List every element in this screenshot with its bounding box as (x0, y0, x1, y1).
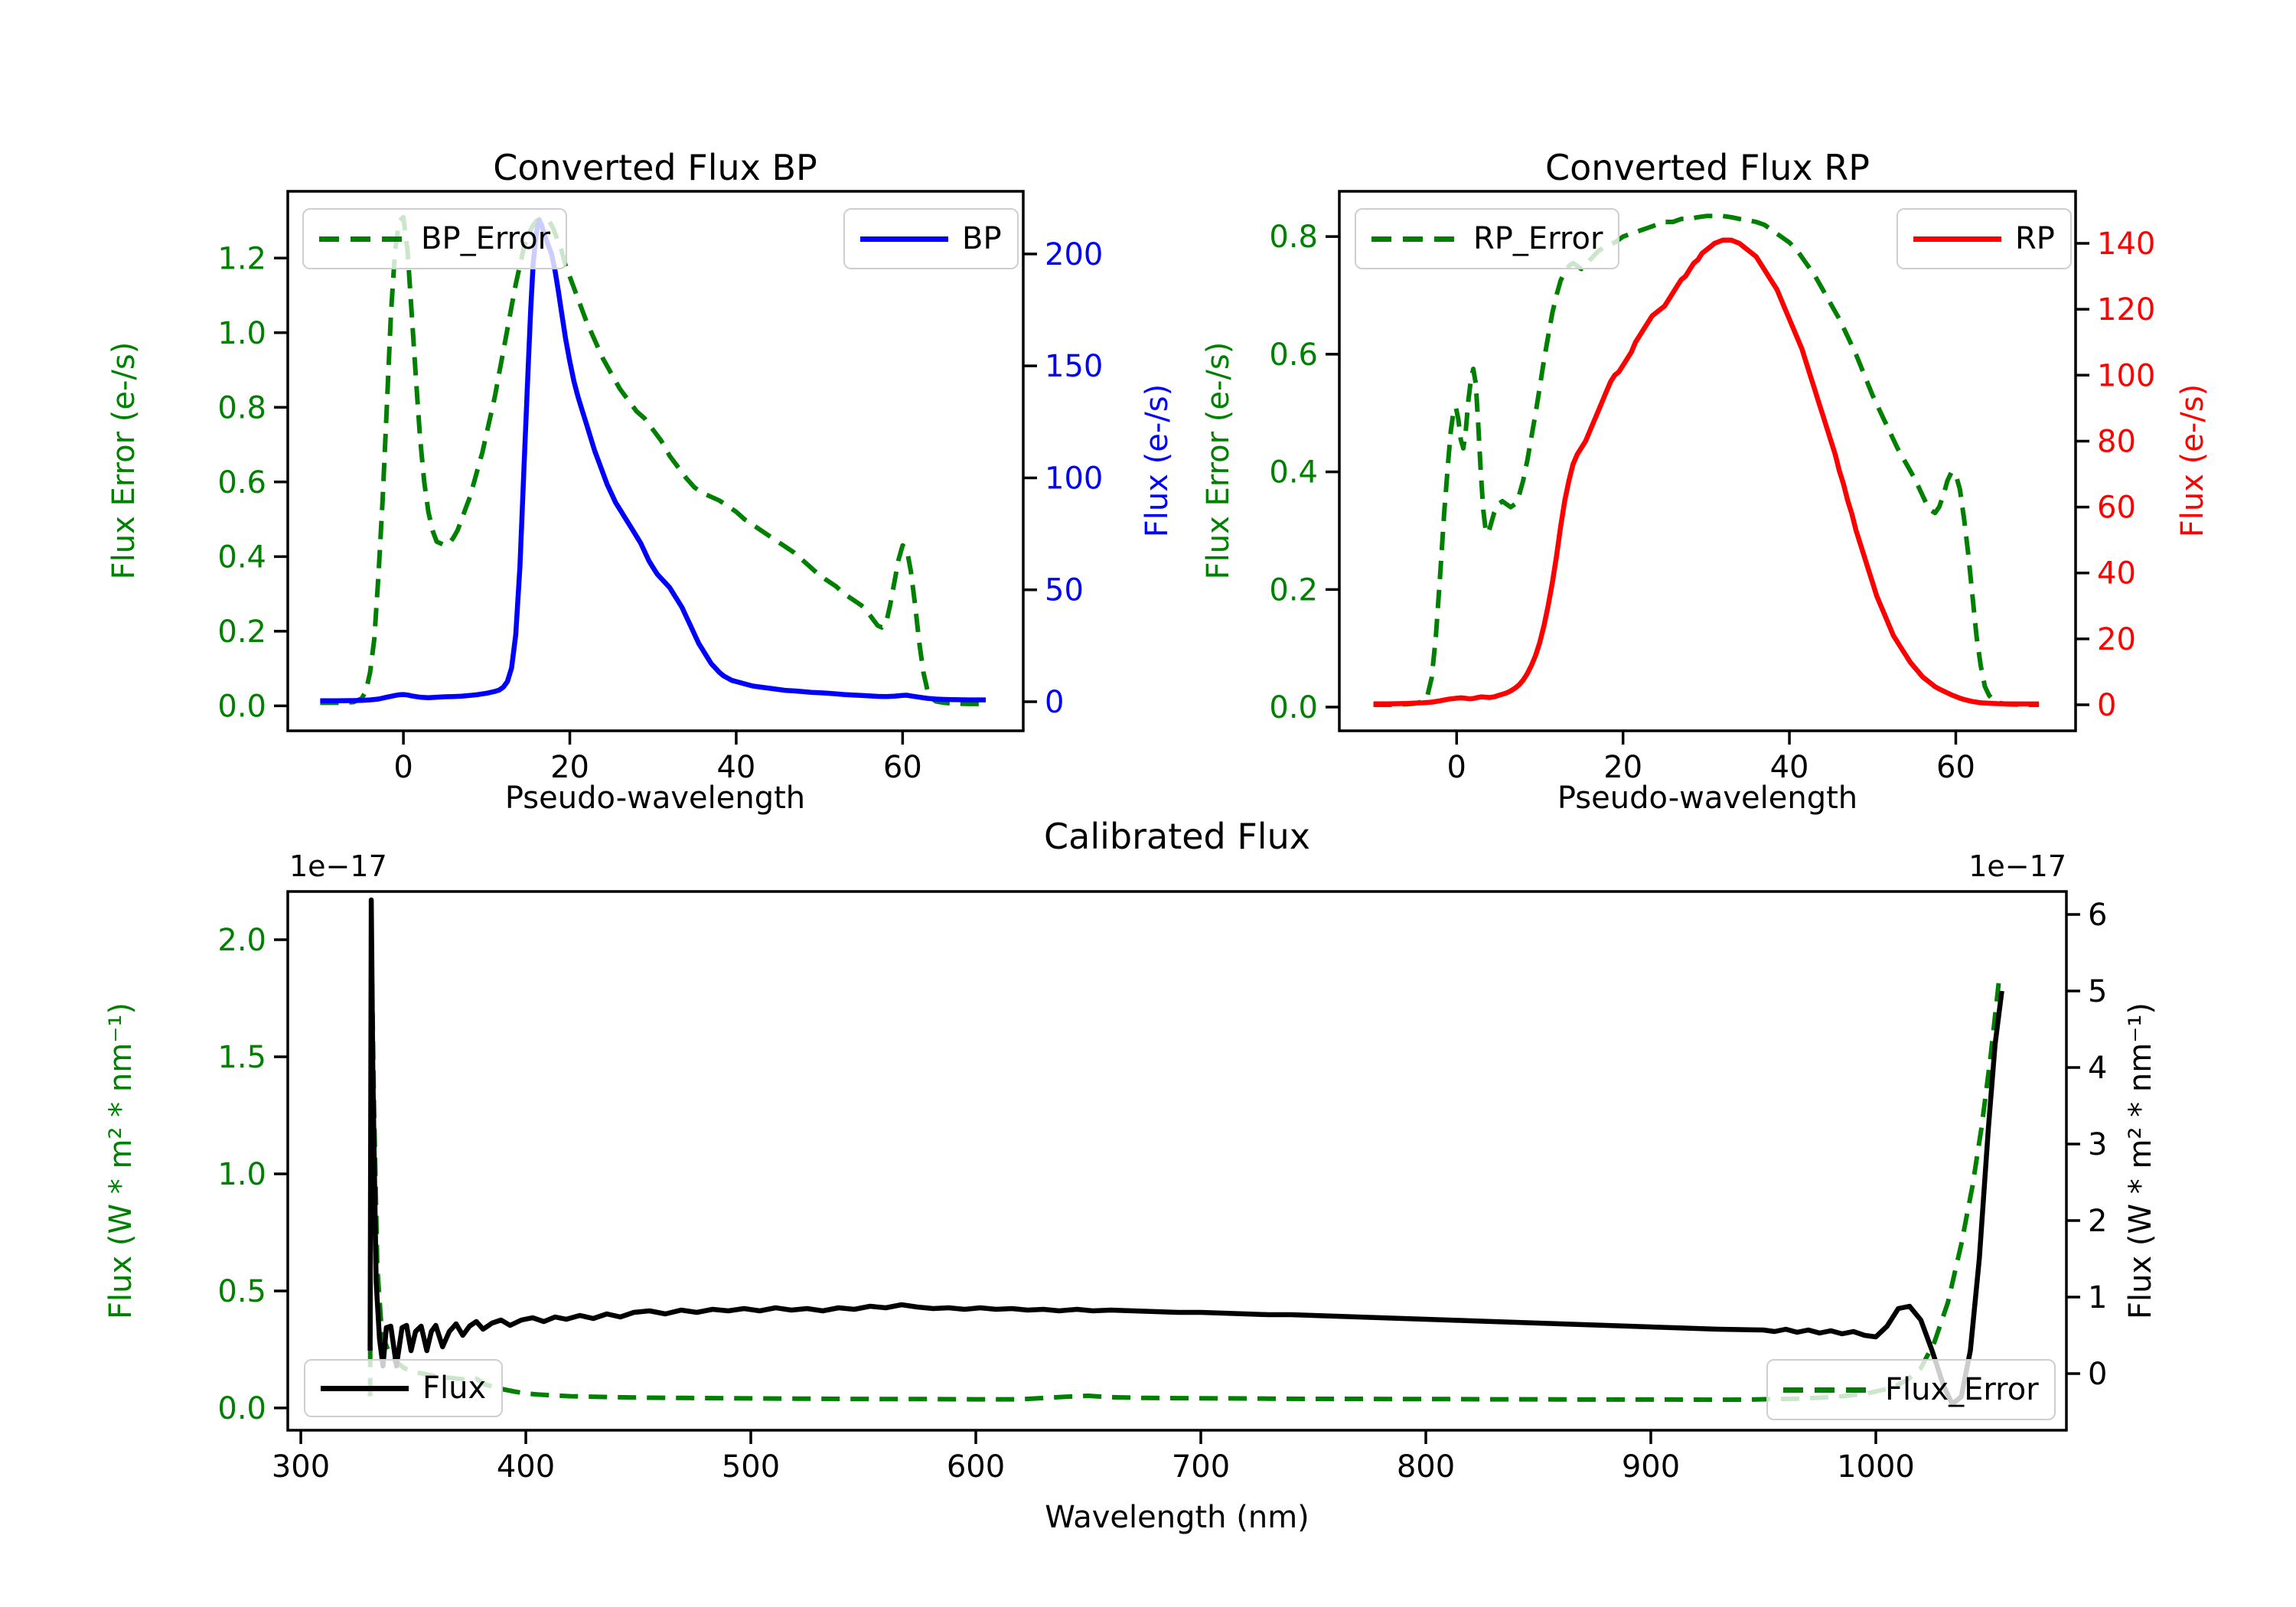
svg-text:800: 800 (1397, 1449, 1455, 1485)
svg-text:5: 5 (2088, 974, 2107, 1009)
svg-text:1.2: 1.2 (217, 241, 266, 276)
svg-text:20: 20 (1603, 750, 1642, 785)
svg-text:0.0: 0.0 (1269, 690, 1318, 725)
rp-yaxis-right-label: Flux (e-/s) (2175, 383, 2210, 538)
flux-error-legend-label: Flux_Error (1885, 1372, 2039, 1407)
svg-text:40: 40 (716, 750, 755, 785)
bp-chart-axes: 0 20 40 60 0.0 0.2 0.4 0.6 0.8 1.0 1.2 0 50 100 150 200 (217, 190, 1103, 785)
svg-text:60: 60 (883, 750, 922, 785)
rp-error-legend-line-icon (1371, 236, 1459, 242)
rp-xaxis-label: Pseudo-wavelength (1557, 781, 1858, 816)
svg-text:1000: 1000 (1837, 1449, 1915, 1485)
rp-legend: RP (1896, 208, 2072, 269)
calibrated-left-offset-text: 1e−17 (289, 849, 387, 883)
svg-text:1.0: 1.0 (217, 1157, 266, 1192)
svg-text:2: 2 (2088, 1204, 2107, 1239)
calibrated-chart-title: Calibrated Flux (1044, 816, 1310, 857)
svg-text:1.5: 1.5 (217, 1040, 266, 1075)
svg-text:0.4: 0.4 (217, 539, 266, 575)
svg-text:0.8: 0.8 (1269, 220, 1318, 255)
svg-text:100: 100 (1045, 461, 1103, 496)
rp-yaxis-left-label: Flux Error (e-/s) (1201, 341, 1236, 580)
svg-text:140: 140 (2097, 227, 2155, 262)
svg-text:2.0: 2.0 (217, 923, 266, 958)
bp-legend-line-icon (860, 236, 948, 242)
svg-text:0: 0 (2088, 1357, 2107, 1392)
calibrated-yaxis-left-label: Flux (W * m² * nm⁻¹) (103, 1002, 139, 1319)
calibrated-right-offset-text: 1e−17 (1968, 849, 2066, 883)
svg-text:0: 0 (1447, 750, 1466, 785)
rp-legend-label: RP (2015, 221, 2055, 256)
calibrated-yaxis-right-label: Flux (W * m² * nm⁻¹) (2123, 1002, 2158, 1319)
svg-text:1.0: 1.0 (217, 316, 266, 351)
svg-text:80: 80 (2097, 424, 2136, 459)
flux-legend-line-icon (321, 1385, 409, 1391)
svg-text:0.2: 0.2 (1269, 572, 1318, 608)
rp-error-legend: RP_Error (1355, 208, 1620, 269)
rp-chart-title: Converted Flux RP (1545, 147, 1870, 188)
svg-text:60: 60 (1936, 750, 1975, 785)
svg-text:0.8: 0.8 (217, 390, 266, 425)
svg-text:20: 20 (2097, 622, 2136, 657)
svg-text:100: 100 (2097, 358, 2155, 393)
svg-text:50: 50 (1045, 573, 1084, 608)
svg-text:0: 0 (2097, 688, 2116, 723)
flux-error-legend-line-icon (1783, 1387, 1871, 1393)
svg-text:40: 40 (1770, 750, 1809, 785)
svg-text:0.4: 0.4 (1269, 455, 1318, 491)
svg-text:400: 400 (497, 1449, 555, 1485)
svg-text:600: 600 (947, 1449, 1005, 1485)
svg-text:4: 4 (2088, 1051, 2107, 1086)
svg-text:6: 6 (2088, 898, 2107, 933)
calibrated-xaxis-label: Wavelength (nm) (1045, 1500, 1309, 1535)
svg-text:20: 20 (550, 750, 589, 785)
svg-text:120: 120 (2097, 292, 2155, 328)
bp-yaxis-right-label: Flux (e-/s) (1140, 383, 1175, 538)
bp-legend-label: BP (962, 221, 1002, 256)
svg-text:200: 200 (1045, 237, 1103, 272)
svg-text:0: 0 (393, 750, 413, 785)
bp-yaxis-left-label: Flux Error (e-/s) (106, 341, 142, 580)
bp-legend: BP (843, 208, 1019, 269)
svg-text:0.0: 0.0 (217, 1391, 266, 1426)
rp-legend-line-icon (1913, 236, 2001, 242)
svg-text:60: 60 (2097, 491, 2136, 526)
bp-error-legend-line-icon (319, 236, 407, 242)
bp-error-legend: BP_Error (302, 208, 568, 269)
svg-text:1: 1 (2088, 1280, 2107, 1315)
svg-text:500: 500 (722, 1449, 780, 1485)
svg-text:0.6: 0.6 (217, 465, 266, 500)
svg-text:0.5: 0.5 (217, 1274, 266, 1309)
bp-chart-title: Converted Flux BP (493, 147, 817, 188)
svg-text:300: 300 (272, 1449, 330, 1485)
svg-text:40: 40 (2097, 556, 2136, 592)
svg-text:900: 900 (1622, 1449, 1680, 1485)
flux-legend: Flux (304, 1359, 504, 1417)
svg-text:150: 150 (1045, 349, 1103, 384)
svg-text:700: 700 (1172, 1449, 1230, 1485)
flux-legend-label: Flux (422, 1371, 487, 1406)
rp-chart-axes: 0 20 40 60 0.0 0.2 0.4 0.6 0.8 0 20 40 60 80 100 120 140 (1269, 190, 2155, 785)
bp-xaxis-label: Pseudo-wavelength (504, 781, 806, 816)
rp-error-legend-label: RP_Error (1473, 221, 1603, 256)
svg-text:0: 0 (1045, 685, 1064, 720)
bp-error-legend-label: BP_Error (421, 221, 551, 256)
flux-error-legend: Flux_Error (1766, 1359, 2056, 1420)
svg-text:0.0: 0.0 (217, 689, 266, 724)
svg-text:0.6: 0.6 (1269, 337, 1318, 373)
svg-text:3: 3 (2088, 1127, 2107, 1162)
svg-text:0.2: 0.2 (217, 614, 266, 650)
